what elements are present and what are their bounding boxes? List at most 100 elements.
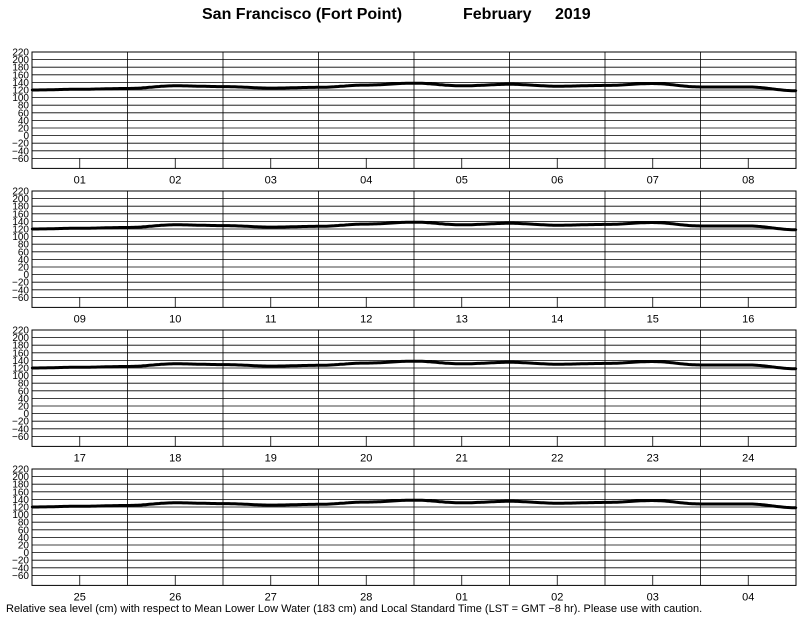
day-label: 16 xyxy=(742,313,754,325)
tide-turning-point xyxy=(365,222,368,226)
tide-turning-point xyxy=(747,224,750,228)
tide-turning-point xyxy=(747,502,750,506)
y-tick-label: 80 xyxy=(18,379,30,390)
y-tick-label: 120 xyxy=(12,503,29,514)
tide-turning-point xyxy=(126,365,129,368)
day-label: 02 xyxy=(169,174,181,186)
tide-turning-point xyxy=(269,86,272,90)
tide-turning-point xyxy=(126,87,129,90)
tide-turning-point xyxy=(221,502,225,505)
tide-turning-point xyxy=(460,223,463,227)
day-label: 03 xyxy=(647,591,659,603)
y-tick-label: 100 xyxy=(12,232,29,243)
y-tick-label: 140 xyxy=(12,356,29,367)
y-tick-label: 120 xyxy=(12,86,29,97)
y-tick-label: −40 xyxy=(12,563,29,574)
y-tick-label: 60 xyxy=(18,386,30,397)
y-tick-label: −60 xyxy=(12,432,29,443)
tide-turning-point xyxy=(412,359,416,363)
tide-turning-point xyxy=(460,84,463,88)
tide-turning-point xyxy=(365,500,368,504)
y-tick-label: 20 xyxy=(18,263,30,274)
tide-turning-point xyxy=(317,225,320,228)
tide-turning-point xyxy=(269,503,272,507)
tide-turning-point xyxy=(794,89,798,92)
y-tick-label: 40 xyxy=(18,394,30,405)
tide-turning-point xyxy=(126,226,129,229)
tide-turning-point xyxy=(174,362,177,366)
tide-turning-point xyxy=(269,364,272,368)
y-tick-label: 20 xyxy=(18,541,30,552)
tide-turning-point xyxy=(30,505,34,509)
tide-turning-point xyxy=(556,363,559,366)
y-tick-label: 20 xyxy=(18,124,30,135)
y-tick-label: −60 xyxy=(12,154,29,165)
y-tick-label: 200 xyxy=(12,333,29,344)
y-tick-label: 140 xyxy=(12,217,29,228)
tide-turning-point xyxy=(556,85,559,88)
title-month: February xyxy=(463,6,532,23)
tide-turning-point xyxy=(603,501,607,504)
day-label: 08 xyxy=(742,174,754,186)
footnote: Relative sea level (cm) with respect to … xyxy=(6,603,703,615)
tide-turning-point xyxy=(317,86,320,89)
day-label: 04 xyxy=(360,174,372,186)
tide-turning-point xyxy=(221,224,225,227)
tide-turning-point xyxy=(508,361,511,364)
y-tick-label: 220 xyxy=(12,187,29,198)
y-tick-label: 180 xyxy=(12,202,29,213)
day-label: 03 xyxy=(265,174,277,186)
y-tick-label: 100 xyxy=(12,510,29,521)
tide-turning-point xyxy=(794,506,798,509)
tide-turning-point xyxy=(412,498,416,502)
tide-turning-point xyxy=(747,363,750,367)
y-tick-label: 100 xyxy=(12,371,29,382)
tide-turning-point xyxy=(699,363,702,367)
tide-turning-point xyxy=(174,84,177,88)
y-tick-label: −20 xyxy=(12,417,29,428)
y-tick-label: 180 xyxy=(12,480,29,491)
tide-turning-point xyxy=(651,221,654,224)
y-tick-label: −40 xyxy=(12,146,29,157)
y-tick-label: 160 xyxy=(12,70,29,81)
y-tick-label: 80 xyxy=(18,240,30,251)
day-label: 19 xyxy=(265,452,277,464)
tide-turning-point xyxy=(126,504,129,507)
day-label: 23 xyxy=(647,452,659,464)
day-label: 14 xyxy=(551,313,563,325)
tide-turning-point xyxy=(78,366,81,369)
day-label: 01 xyxy=(456,591,468,603)
tide-turning-point xyxy=(556,224,559,227)
tide-panel: 220200180160140120100806040200−20−40−600… xyxy=(12,48,798,186)
day-label: 15 xyxy=(647,313,659,325)
y-tick-label: −40 xyxy=(12,424,29,435)
tide-turning-point xyxy=(699,224,702,228)
day-label: 02 xyxy=(551,591,563,603)
y-tick-label: 200 xyxy=(12,472,29,483)
day-label: 10 xyxy=(169,313,181,325)
station-name: San Francisco (Fort Point) xyxy=(202,6,403,23)
y-tick-label: −60 xyxy=(12,293,29,304)
y-tick-label: 120 xyxy=(12,364,29,375)
day-label: 07 xyxy=(647,174,659,186)
day-label: 17 xyxy=(74,452,86,464)
day-label: 25 xyxy=(74,591,86,603)
day-label: 24 xyxy=(742,452,754,464)
day-label: 01 xyxy=(74,174,86,186)
day-label: 18 xyxy=(169,452,181,464)
y-tick-label: −20 xyxy=(12,278,29,289)
y-tick-label: −20 xyxy=(12,139,29,150)
day-label: 13 xyxy=(456,313,468,325)
tide-panel: 220200180160140120100806040200−20−40−602… xyxy=(12,465,798,603)
y-tick-label: 220 xyxy=(12,48,29,59)
title-year: 2019 xyxy=(555,6,591,23)
y-tick-label: 180 xyxy=(12,63,29,74)
tide-turning-point xyxy=(460,362,463,366)
y-tick-label: 60 xyxy=(18,525,30,536)
y-tick-label: 60 xyxy=(18,247,30,258)
day-label: 21 xyxy=(456,452,468,464)
y-tick-label: −20 xyxy=(12,556,29,567)
day-label: 28 xyxy=(360,591,372,603)
day-label: 22 xyxy=(551,452,563,464)
